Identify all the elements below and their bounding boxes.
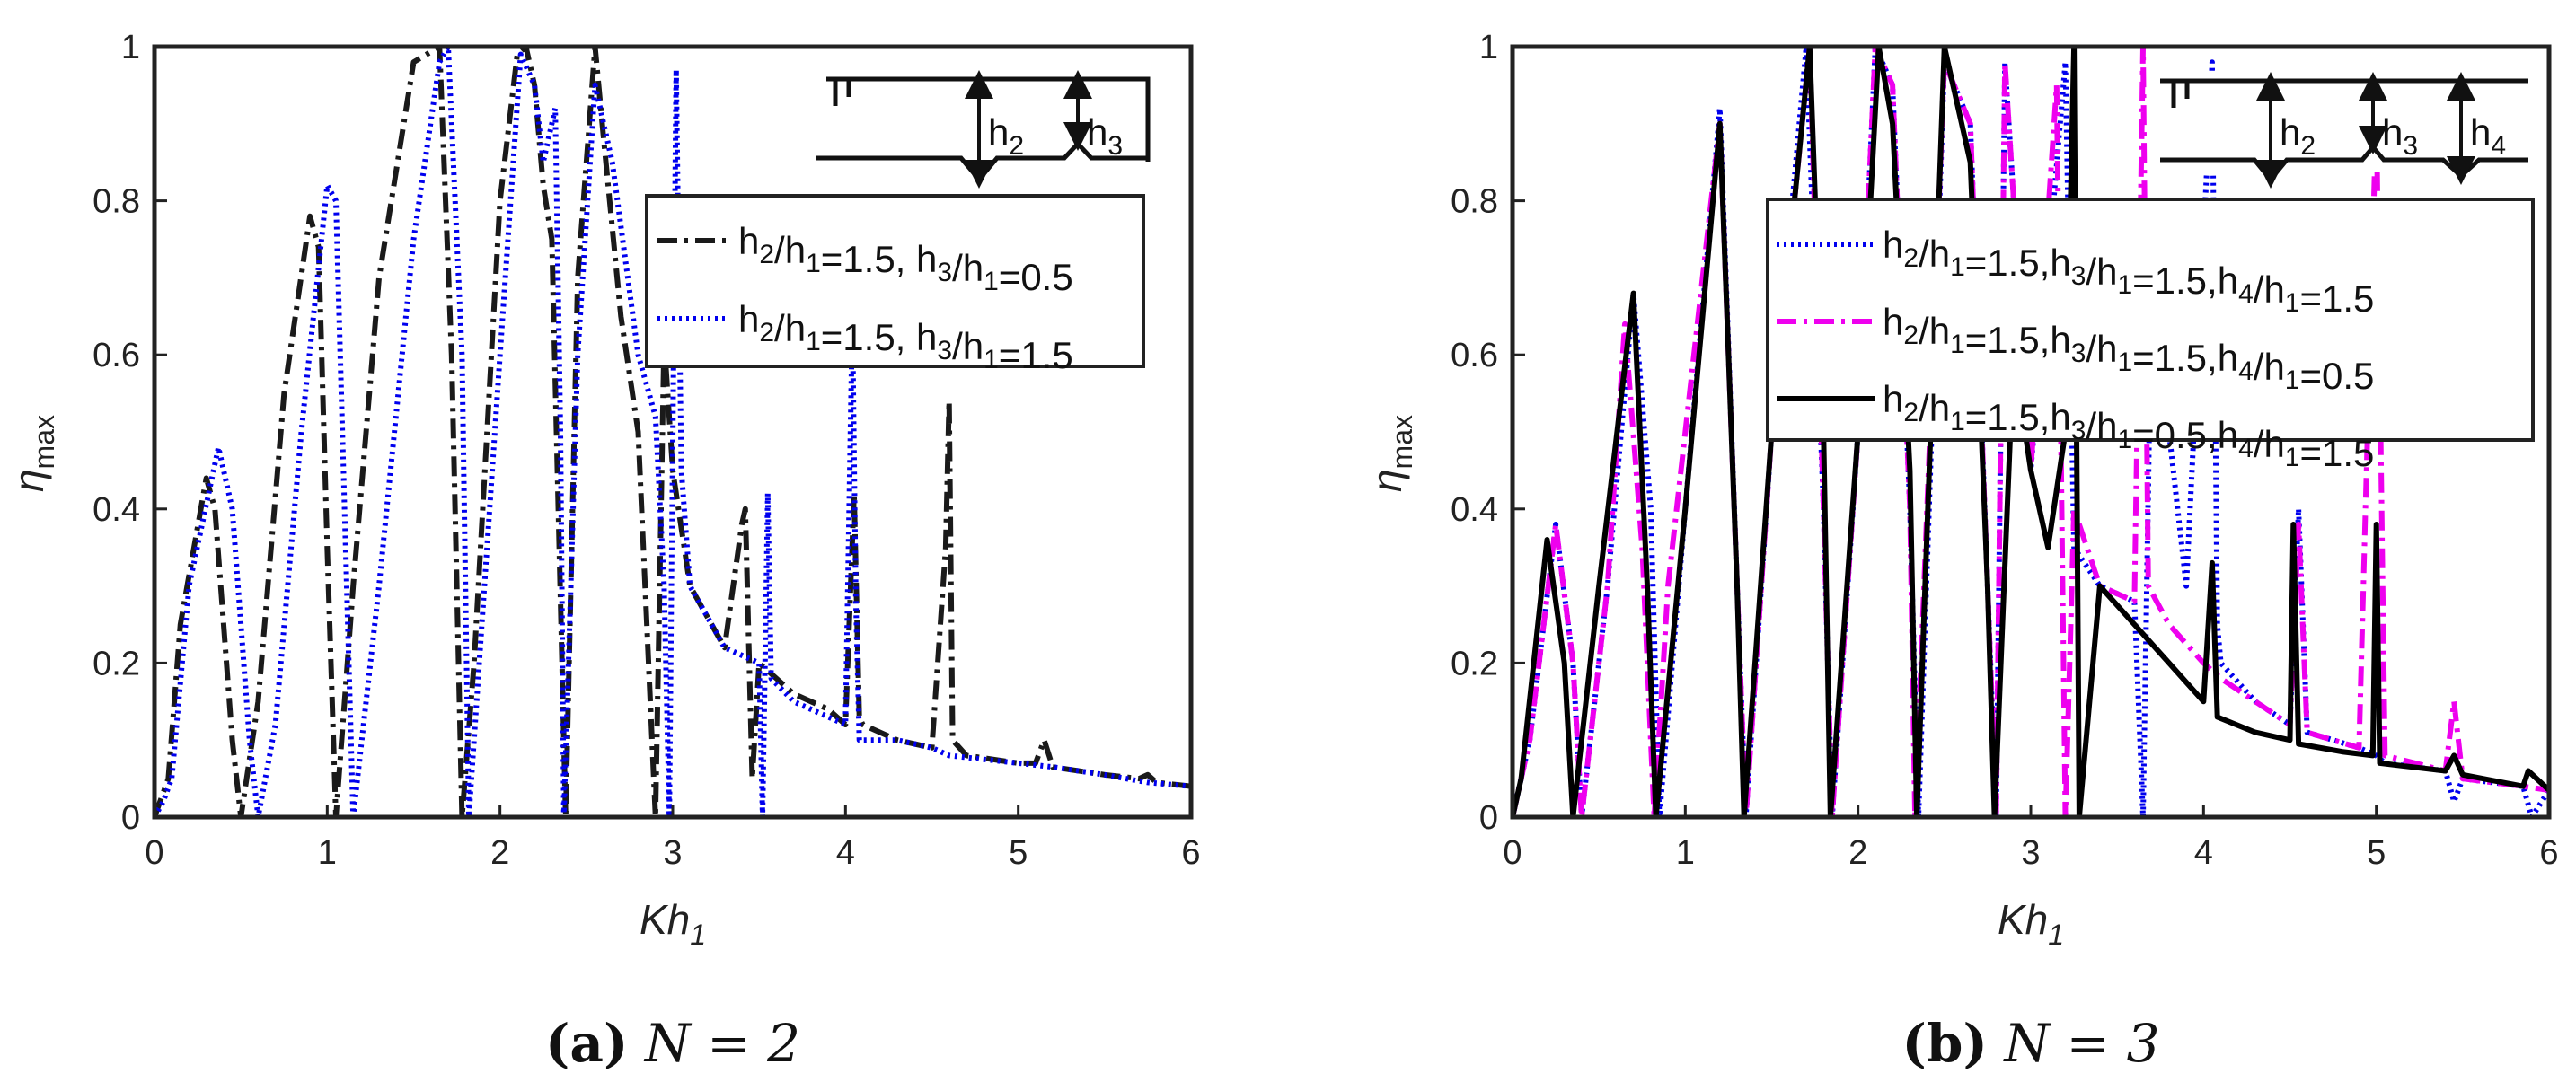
x-axis-label-a-main: Kh [640,896,690,943]
x-tick-label-a-1: 1 [318,834,337,872]
legend-a: h2/h1=1.5, h3/h1=0.5 h2/h1=1.5, h3/h1=1.… [645,194,1145,376]
inset-label-h3: h3 [1087,111,1123,161]
legend-entry-a-0: h2/h1=1.5, h3/h1=0.5 [738,220,1073,298]
panel-a: 0 1 2 3 4 5 600.20.40.60.81 ηmax Kh1 h2 h3 h2/… [5,29,1201,1074]
caption-a-letter: (a) [545,1013,628,1074]
x-tick-label-b-6: 6 [2539,834,2558,872]
y-axis-label-a-main: η [5,469,52,492]
legend-entry-b-0: h2/h1=1.5,h3/h1=1.5,h4/h1=1.5 [1883,224,2374,320]
x-tick-label-a-2: 2 [490,834,509,872]
panel-b: 0 1 2 3 4 5 600.20.40.60.81 ηmax Kh1 h2 h3 h4 … [1363,29,2559,1074]
inset-top-boundary-a [826,76,1151,162]
y-axis-label-b: ηmax [1363,415,1418,492]
y-tick-label-a-4: 0.8 [93,183,140,221]
y-tick-label-a-1: 0.2 [93,645,140,682]
y-tick-label-b-3: 0.6 [1451,337,1498,374]
inset-diagram-b: h2 h3 h4 [2151,72,2533,189]
y-axis-label-a-sub: max [28,415,60,469]
y-tick-label-a-0: 0 [121,799,140,837]
caption-a-eq: N = 2 [643,1013,800,1074]
x-axis-label-b-sub: 1 [2048,919,2064,951]
x-tick-label-b-5: 5 [2367,834,2386,872]
inset-label-b-h4: h4 [2470,111,2506,161]
inset-label-b-h2: h2 [2280,111,2316,161]
x-tick-label-b-1: 1 [1676,834,1695,872]
y-tick-label-a-3: 0.6 [93,337,140,374]
x-tick-label-b-3: 3 [2021,834,2040,872]
y-tick-label-b-0: 0 [1479,799,1498,837]
x-tick-label-b-2: 2 [1848,834,1867,872]
legend-box-a [645,194,1145,368]
inset-label-b-h3: h3 [2382,111,2418,161]
inset-bottom-boundary-a [816,140,1148,183]
x-tick-label-b-4: 4 [2194,834,2213,872]
legend-entry-a-1: h2/h1=1.5, h3/h1=1.5 [738,298,1073,376]
series-line-a-0 [154,47,1191,817]
x-axis-label-a-sub: 1 [690,919,706,951]
legend-entry-b-1: h2/h1=1.5,h3/h1=1.5,h4/h1=0.5 [1883,301,2374,397]
legend-b: h2/h1=1.5,h3/h1=1.5,h4/h1=1.5 h2/h1=1.5,… [1766,198,2535,474]
x-tick-label-a-0: 0 [145,834,163,872]
series-line-b-1 [1513,47,2549,817]
x-tick-label-b-0: 0 [1503,834,1522,872]
inset-label-h2: h2 [988,111,1024,161]
y-tick-label-a-2: 0.4 [93,491,140,529]
y-axis-label-b-main: η [1363,469,1410,492]
caption-a: (a) N = 2 [545,1013,800,1074]
caption-b: (b) N = 3 [1901,1013,2159,1074]
x-tick-label-a-5: 5 [1009,834,1028,872]
x-axis-label-b-main: Kh [1998,896,2048,943]
y-tick-label-b-1: 0.2 [1451,645,1498,682]
y-tick-label-a-5: 1 [121,29,140,66]
legend-entry-b-2: h2/h1=1.5,h3/h1=0.5,h4/h1=1.5 [1883,378,2374,474]
series-line-a-1 [154,47,1191,817]
series-line-b-0 [1513,47,2549,817]
legend-box-b [1766,198,2535,442]
inset-diagram-a: h2 h3 [808,70,1151,189]
y-axis-label-a: ηmax [5,415,60,492]
x-tick-label-a-3: 3 [663,834,682,872]
x-tick-label-a-6: 6 [1181,834,1200,872]
y-tick-label-b-5: 1 [1479,29,1498,66]
y-tick-label-b-2: 0.4 [1451,491,1498,529]
x-axis-label-a: Kh1 [640,896,706,951]
series-line-b-2 [1513,47,2549,817]
y-tick-label-b-4: 0.8 [1451,183,1498,221]
caption-b-letter: (b) [1901,1013,1987,1074]
x-axis-label-b: Kh1 [1998,896,2064,951]
y-axis-label-b-sub: max [1386,415,1418,469]
caption-b-eq: N = 3 [2002,1013,2159,1074]
x-tick-label-a-4: 4 [836,834,855,872]
